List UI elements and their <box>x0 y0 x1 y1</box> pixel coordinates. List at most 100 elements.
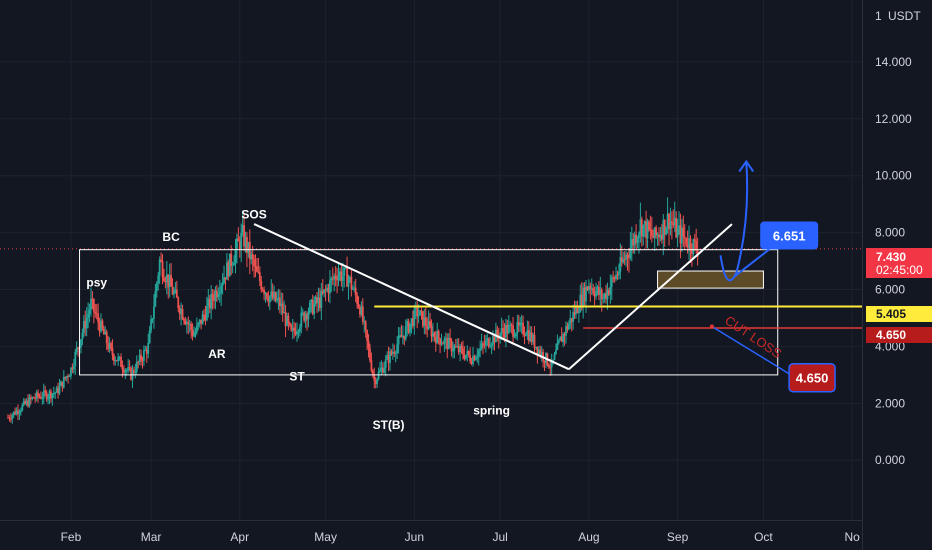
candle-body <box>9 418 12 420</box>
candle-body <box>324 289 327 291</box>
candle-body <box>386 355 389 360</box>
candle-body <box>137 361 140 363</box>
candle-body <box>410 318 413 324</box>
candle-body <box>246 236 248 253</box>
candle-body <box>543 360 546 363</box>
candle-body <box>569 318 572 324</box>
candle-body <box>310 299 313 303</box>
candle-body <box>323 289 326 294</box>
time-axis[interactable]: Feb Mar Apr May Jun Jul Aug Sep Oct No <box>61 530 861 544</box>
candle-body <box>562 333 565 342</box>
cut-value: 4.650 <box>796 371 829 386</box>
time-tick-label: Aug <box>578 530 599 544</box>
candle-body <box>580 294 583 307</box>
price-axis-scale: 1 <box>875 9 882 23</box>
candle-body <box>477 350 480 357</box>
candle-body <box>683 236 686 238</box>
candle-body <box>662 219 665 240</box>
cut-label[interactable]: 4.650 <box>788 362 836 393</box>
candle-body <box>31 397 34 399</box>
candle-body <box>483 344 486 346</box>
candle-body <box>287 315 290 323</box>
candle-body <box>82 320 85 333</box>
candle-body <box>85 317 88 329</box>
candle-body <box>304 313 307 321</box>
candle-body <box>205 306 208 321</box>
candle-body <box>175 289 178 298</box>
candle-body <box>150 319 152 331</box>
candle-body <box>400 335 403 338</box>
candle-body <box>111 347 114 355</box>
candle-body <box>556 342 559 350</box>
candle-body <box>170 275 173 287</box>
candle-body <box>22 400 25 405</box>
candle-body <box>563 333 566 336</box>
candle-body <box>18 412 21 414</box>
candle-body <box>306 313 308 320</box>
candle-body <box>88 309 91 314</box>
candle-body <box>567 323 570 330</box>
candle-body <box>433 332 436 338</box>
candle-body <box>155 283 158 292</box>
candle-body <box>618 271 620 275</box>
candle-body <box>612 277 615 279</box>
candle-body <box>686 244 689 248</box>
candle-body <box>632 239 635 246</box>
red-line-badge: 4.650 <box>866 327 932 343</box>
candle-body <box>646 221 649 239</box>
candle-body <box>467 351 470 356</box>
candle-body <box>573 312 576 315</box>
candle-body <box>450 340 453 352</box>
candle-body <box>622 259 625 263</box>
candle-body <box>357 304 360 308</box>
candle-body <box>639 219 642 234</box>
candle-body <box>38 396 41 398</box>
candle-body <box>490 344 493 347</box>
candle-body <box>660 234 663 240</box>
candle-body <box>120 356 122 367</box>
candle-body <box>347 278 350 287</box>
candle-body <box>283 312 286 314</box>
candle-body <box>688 238 690 248</box>
candle-body <box>270 291 273 297</box>
candle-body <box>403 335 406 340</box>
candle-body <box>171 286 174 295</box>
candle-body <box>127 367 130 371</box>
candle-body <box>499 333 502 339</box>
candle-body <box>658 234 660 238</box>
candle-body <box>194 332 197 336</box>
target-value: 6.651 <box>773 228 806 243</box>
candle-body <box>453 346 456 351</box>
candle-body <box>203 314 205 316</box>
candle-body <box>286 315 288 326</box>
candle-body <box>247 241 250 253</box>
candle-body <box>165 274 168 283</box>
candle-body <box>261 289 264 291</box>
candle-body <box>381 367 384 373</box>
candle-body <box>550 360 553 368</box>
candle-body <box>364 321 367 331</box>
candle-body <box>153 306 155 319</box>
price-tick-label: 6.000 <box>875 283 905 297</box>
time-tick-label: Oct <box>754 530 773 544</box>
price-axis[interactable]: USDT 1 0.0002.0004.0006.0008.00010.00012… <box>875 9 921 467</box>
candle-body <box>336 278 338 281</box>
candle-body <box>19 410 22 413</box>
candle-body <box>218 293 221 295</box>
target-label[interactable]: 6.651 <box>760 221 819 250</box>
candle-body <box>513 336 516 338</box>
candle-body <box>187 322 190 325</box>
candle-body <box>373 374 376 381</box>
time-tick-label: No <box>844 530 860 544</box>
candle-body <box>135 361 138 372</box>
candle-body <box>314 297 317 305</box>
candle-body <box>121 366 124 370</box>
candle-body <box>456 345 459 347</box>
candle-body <box>585 286 587 302</box>
candle-body <box>597 286 600 295</box>
candle-body <box>291 327 294 331</box>
annotation-label: spring <box>473 404 510 418</box>
candle-body <box>649 229 652 231</box>
candle-body <box>512 325 514 337</box>
